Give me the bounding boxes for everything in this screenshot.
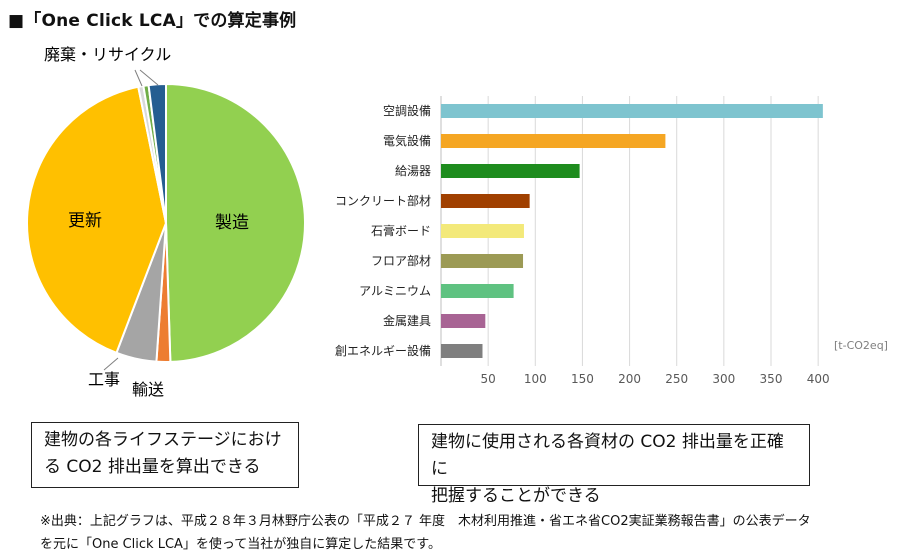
x-tick-label: 250 [665, 372, 688, 386]
bar [441, 134, 666, 148]
x-tick-label: 100 [524, 372, 547, 386]
category-label: 給湯器 [395, 164, 431, 178]
pie-slice [165, 82, 306, 363]
category-label: 石膏ボード [371, 223, 431, 238]
page-title: ■「One Click LCA」での算定事例 [8, 11, 297, 31]
pie-labels: 製造 更新 工事 輸送 廃棄・リサイクル [44, 45, 249, 399]
category-label: フロア部材 [371, 253, 431, 268]
pie-label-disposal: 廃棄・リサイクル [44, 45, 171, 64]
category-label: 空調設備 [383, 103, 431, 118]
x-tick-label: 200 [618, 372, 641, 386]
bar [441, 164, 580, 178]
note-right-line2: 把握することができる [431, 486, 601, 506]
category-label: 創エネルギー設備 [335, 343, 431, 358]
x-tick-label: 350 [760, 372, 783, 386]
pie-label-renewal: 更新 [68, 211, 102, 231]
x-tick-label: 150 [571, 372, 594, 386]
bar [441, 104, 823, 118]
bar [441, 284, 514, 298]
x-tick-label: 400 [807, 372, 830, 386]
note-left-line2: る CO2 排出量を算出できる [44, 457, 261, 477]
leader-line-disposal-2 [139, 69, 159, 86]
x-tick-label: 50 [481, 372, 496, 386]
x-tick-label: 300 [712, 372, 735, 386]
pie-slice [26, 85, 168, 355]
note-right-line1: 建物に使用される各資材の CO2 排出量を正確に [431, 432, 784, 479]
category-label: コンクリート部材 [335, 193, 431, 208]
pie-chart [26, 82, 306, 363]
note-box-left: 建物の各ライフステージにおけ る CO2 排出量を算出できる [31, 422, 299, 488]
bar-chart: 50 100 150 200 250 300 350 400 空調設備電気設備給湯器コンクリート… [335, 96, 888, 386]
note-box-right: 建物に使用される各資材の CO2 排出量を正確に 把握することができる [418, 424, 810, 506]
footer-source-line1: ※出典：上記グラフは、平成２８年３月林野庁公表の「平成２７ 年度 木材利用推進・… [40, 514, 811, 529]
category-label: 電気設備 [383, 133, 431, 148]
pie-label-manufacturing: 製造 [215, 213, 249, 233]
note-left-line1: 建物の各ライフステージにおけ [44, 430, 282, 450]
leader-line-construction [103, 357, 119, 371]
category-label: アルミニウム [359, 284, 431, 298]
bar [441, 314, 486, 328]
bar [441, 194, 530, 208]
bar [441, 224, 524, 238]
category-label: 金属建具 [383, 313, 431, 328]
pie-label-transport: 輸送 [132, 380, 164, 399]
bar [441, 344, 483, 358]
leader-line-disposal-1 [134, 69, 143, 87]
unit-label: [t-CO2eq] [834, 339, 888, 352]
bar [441, 254, 524, 268]
footer-source-line2: を元に「One Click LCA」を使って当社が独自に算定した結果です。 [40, 537, 441, 552]
pie-label-construction: 工事 [88, 370, 120, 389]
